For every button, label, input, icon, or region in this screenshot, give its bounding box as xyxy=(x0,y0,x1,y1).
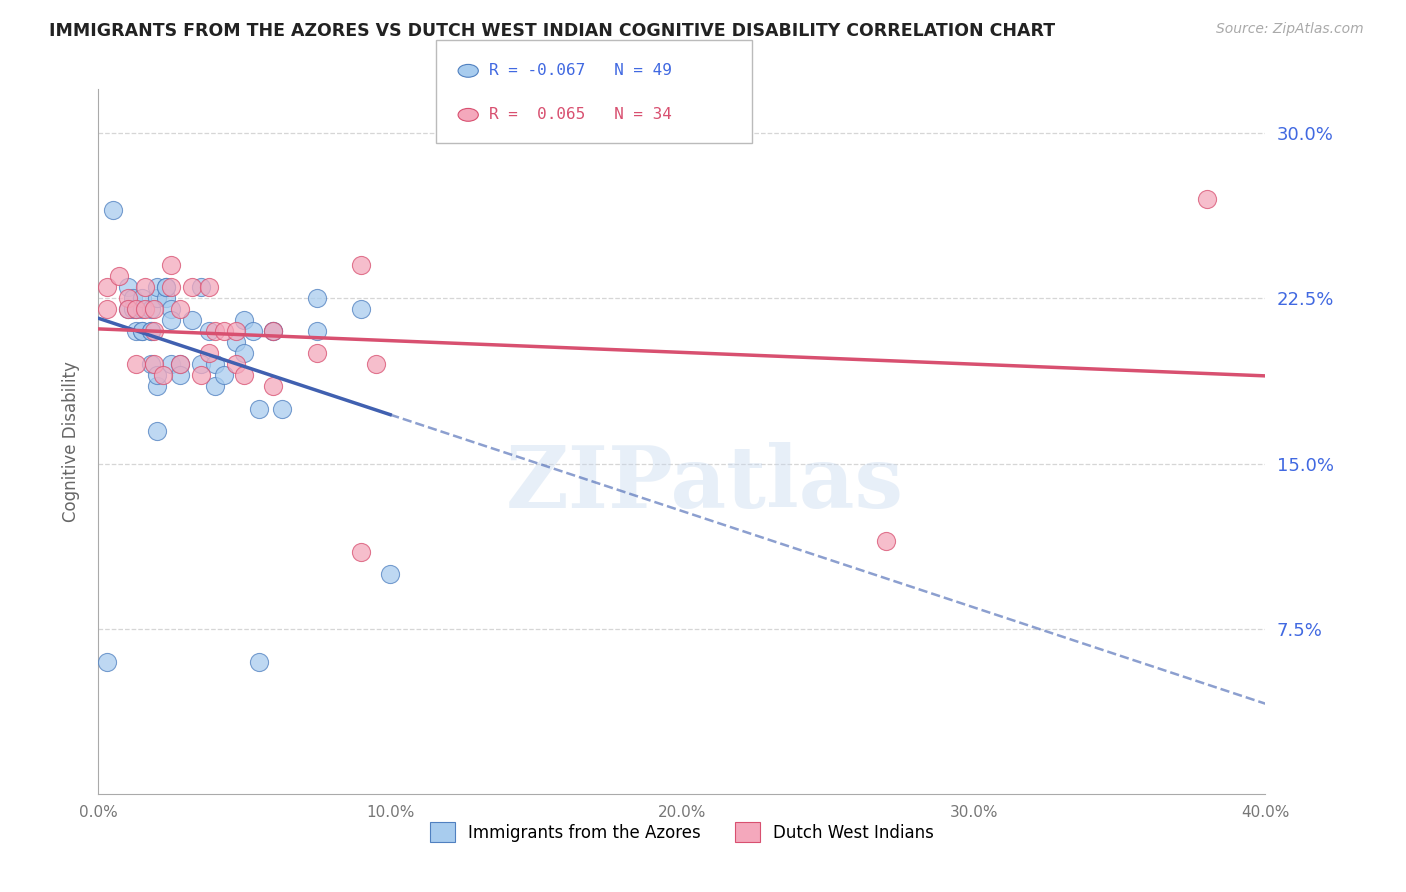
Point xyxy=(125,358,148,372)
Point xyxy=(1195,192,1218,206)
Point xyxy=(247,401,270,416)
Point xyxy=(117,302,139,317)
Point xyxy=(125,325,148,339)
Point xyxy=(225,335,247,350)
Text: Source: ZipAtlas.com: Source: ZipAtlas.com xyxy=(1216,22,1364,37)
Point xyxy=(101,203,124,218)
Point xyxy=(134,302,156,317)
Point xyxy=(190,368,212,383)
Point xyxy=(131,325,153,339)
Point xyxy=(131,292,153,306)
Point xyxy=(146,292,169,306)
Point xyxy=(262,325,284,339)
Point xyxy=(139,325,162,339)
Point xyxy=(155,280,177,294)
Point xyxy=(271,401,294,416)
Point xyxy=(125,302,148,317)
Point xyxy=(180,280,202,294)
Point xyxy=(155,292,177,306)
Point xyxy=(364,358,387,372)
Point xyxy=(160,358,183,372)
Point xyxy=(160,280,183,294)
Point xyxy=(204,379,226,393)
Point xyxy=(96,280,118,294)
Point xyxy=(146,424,169,438)
Point xyxy=(160,259,183,273)
Point xyxy=(350,544,373,558)
Point xyxy=(233,313,256,327)
Text: IMMIGRANTS FROM THE AZORES VS DUTCH WEST INDIAN COGNITIVE DISABILITY CORRELATION: IMMIGRANTS FROM THE AZORES VS DUTCH WEST… xyxy=(49,22,1056,40)
Point xyxy=(190,358,212,372)
Point xyxy=(139,325,162,339)
Point xyxy=(198,346,221,360)
Point xyxy=(131,325,153,339)
Point xyxy=(307,346,329,360)
Point xyxy=(233,346,256,360)
Point xyxy=(307,325,329,339)
Point xyxy=(139,302,162,317)
Point xyxy=(198,280,221,294)
Point xyxy=(142,302,165,317)
Point xyxy=(169,302,191,317)
Point xyxy=(262,379,284,393)
Point xyxy=(225,358,247,372)
Point xyxy=(875,533,897,548)
Point xyxy=(350,259,373,273)
Point xyxy=(198,325,221,339)
Point xyxy=(212,325,235,339)
Point xyxy=(204,325,226,339)
Point xyxy=(139,358,162,372)
Point xyxy=(117,292,139,306)
Point xyxy=(122,302,145,317)
Text: ZIPatlas: ZIPatlas xyxy=(506,442,904,525)
Point xyxy=(134,280,156,294)
Point xyxy=(350,302,373,317)
Point xyxy=(146,280,169,294)
Point xyxy=(169,368,191,383)
Point xyxy=(122,292,145,306)
Y-axis label: Cognitive Disability: Cognitive Disability xyxy=(62,361,80,522)
Point xyxy=(155,280,177,294)
Point xyxy=(142,325,165,339)
Point xyxy=(212,368,235,383)
Legend: Immigrants from the Azores, Dutch West Indians: Immigrants from the Azores, Dutch West I… xyxy=(423,815,941,849)
Point xyxy=(169,358,191,372)
Point xyxy=(125,302,148,317)
Point xyxy=(117,302,139,317)
Point xyxy=(142,358,165,372)
Point xyxy=(262,325,284,339)
Point xyxy=(180,313,202,327)
Point xyxy=(160,313,183,327)
Point xyxy=(225,325,247,339)
Point xyxy=(96,302,118,317)
Point xyxy=(247,655,270,669)
Point xyxy=(242,325,264,339)
Point xyxy=(160,302,183,317)
Point xyxy=(108,269,131,284)
Point xyxy=(233,368,256,383)
Point xyxy=(204,358,226,372)
Point xyxy=(146,379,169,393)
Point xyxy=(131,302,153,317)
Point xyxy=(146,368,169,383)
Point xyxy=(190,280,212,294)
Point xyxy=(380,566,402,581)
Point xyxy=(117,280,139,294)
Point xyxy=(169,358,191,372)
Point xyxy=(152,368,174,383)
Point xyxy=(96,655,118,669)
Point xyxy=(307,292,329,306)
Text: R = -0.067   N = 49: R = -0.067 N = 49 xyxy=(489,63,672,78)
Text: R =  0.065   N = 34: R = 0.065 N = 34 xyxy=(489,107,672,122)
Point xyxy=(262,325,284,339)
